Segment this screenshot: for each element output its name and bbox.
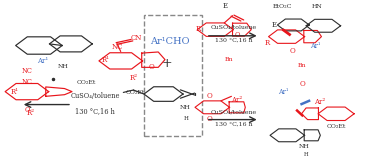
Text: Ar¹CHO: Ar¹CHO <box>150 37 189 46</box>
Text: CO₂Et: CO₂Et <box>326 124 346 129</box>
Text: O: O <box>24 106 29 114</box>
Text: NC: NC <box>112 43 124 51</box>
Text: R¹: R¹ <box>101 56 109 64</box>
Bar <box>144 15 202 136</box>
Text: CO₂Et: CO₂Et <box>76 80 96 85</box>
Text: 130 °C,16 h: 130 °C,16 h <box>75 107 115 115</box>
Text: NH: NH <box>180 105 191 110</box>
Text: O: O <box>299 80 305 88</box>
Text: CO₂Et: CO₂Et <box>125 90 145 95</box>
Text: R: R <box>265 39 270 47</box>
Text: R²: R² <box>27 109 35 117</box>
Text: O: O <box>290 47 296 55</box>
Text: HN: HN <box>312 4 323 9</box>
Text: R: R <box>196 25 201 33</box>
Text: Bn: Bn <box>225 57 233 62</box>
Text: Ar¹: Ar¹ <box>37 57 48 65</box>
Text: O: O <box>206 115 212 123</box>
Text: NH: NH <box>299 144 309 149</box>
Text: Ar¹: Ar¹ <box>278 88 289 96</box>
Text: E: E <box>222 2 227 10</box>
Text: Bn: Bn <box>297 63 306 68</box>
Text: NC: NC <box>21 78 32 86</box>
Text: Ar¹: Ar¹ <box>310 42 320 50</box>
Text: +: + <box>162 57 172 70</box>
Text: O: O <box>149 63 154 71</box>
Text: H: H <box>304 152 308 157</box>
Text: EtO₂C: EtO₂C <box>273 4 292 9</box>
Text: H: H <box>183 116 188 121</box>
Text: CN: CN <box>131 34 142 42</box>
Text: CuSO₄/toluene: CuSO₄/toluene <box>210 25 256 30</box>
Text: O: O <box>235 31 240 39</box>
Text: CuSO₄/toluene: CuSO₄/toluene <box>210 109 256 114</box>
Text: O: O <box>206 92 212 100</box>
Text: 130 °C,16 h: 130 °C,16 h <box>215 38 252 43</box>
Text: 130 °C,16 h: 130 °C,16 h <box>215 122 252 127</box>
Text: NC: NC <box>21 67 32 75</box>
Text: NH: NH <box>58 64 69 69</box>
Text: CuSO₄/toluene: CuSO₄/toluene <box>70 92 120 100</box>
Text: Ar²: Ar² <box>314 99 325 106</box>
Text: R²: R² <box>130 74 138 82</box>
Text: Ar²: Ar² <box>231 96 243 104</box>
Text: R¹: R¹ <box>11 88 19 96</box>
Text: E: E <box>272 21 277 29</box>
